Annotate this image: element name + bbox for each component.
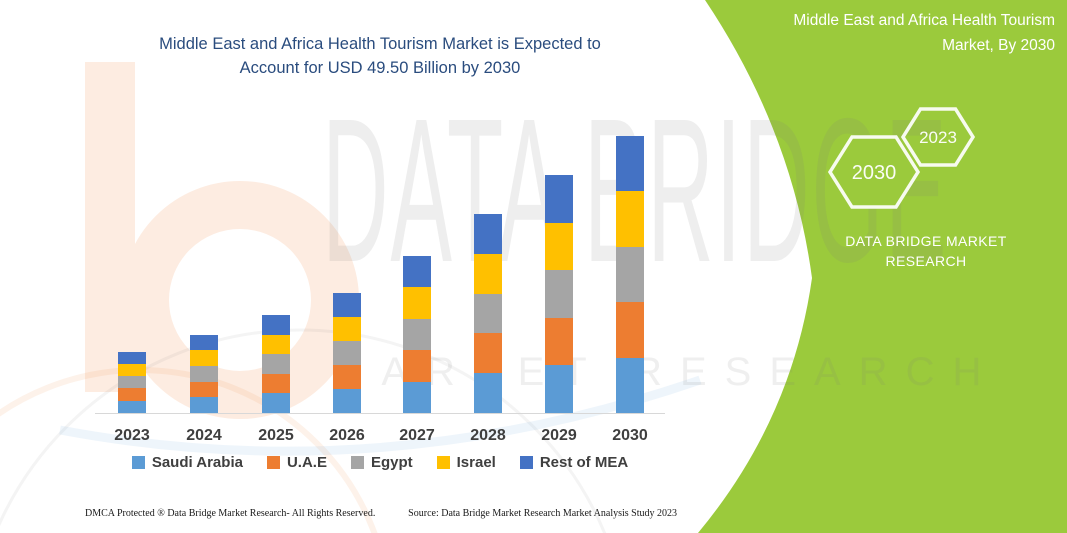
bar-segment-2026-u-a-e	[333, 364, 361, 389]
bar-segment-2028-egypt	[474, 293, 502, 334]
chart-title-line1: Middle East and Africa Health Tourism Ma…	[159, 35, 601, 53]
bar-segment-2027-u-a-e	[403, 350, 431, 382]
bar-segment-2029-rest-of-mea	[545, 175, 573, 223]
watermark-b-stem	[85, 62, 135, 392]
legend-swatch-rest-of-mea	[519, 456, 533, 469]
bar-segment-2028-saudi-arabia	[474, 373, 502, 413]
bar-segment-2023-rest-of-mea	[118, 351, 146, 364]
legend-item-saudi-arabia: Saudi Arabia	[131, 454, 243, 471]
bar-segment-2027-saudi-arabia	[403, 381, 431, 413]
bar-segment-2023-israel	[118, 363, 146, 377]
bar-segment-2028-rest-of-mea	[474, 214, 502, 254]
legend-label-rest-of-mea: Rest of MEA	[539, 454, 629, 471]
bar-2023	[118, 351, 146, 413]
x-axis-label-2030: 2030	[612, 427, 648, 444]
bar-2026	[333, 292, 361, 413]
hexagon-2023-badge	[900, 107, 976, 167]
bar-segment-2024-u-a-e	[190, 381, 218, 398]
bar-2030	[616, 136, 644, 413]
x-axis-labels: 2023 2024 2025 2026 2027 2028 2029 2030	[95, 427, 665, 449]
bar-2024	[190, 334, 218, 413]
bar-segment-2030-israel	[616, 191, 644, 247]
x-axis-label-2029: 2029	[541, 427, 577, 444]
brand-name-line1: DATA BRIDGE MARKET	[845, 233, 1007, 249]
legend-item-israel: Israel	[436, 454, 496, 471]
watermark-blue-swoosh	[59, 375, 702, 456]
legend-item-u-a-e: U.A.E	[266, 454, 327, 471]
bar-segment-2025-israel	[262, 334, 290, 355]
side-panel-heading-line2: Market, By 2030	[942, 37, 1055, 54]
bar-segment-2030-u-a-e	[616, 302, 644, 358]
bar-segment-2025-rest-of-mea	[262, 315, 290, 335]
bar-segment-2027-israel	[403, 287, 431, 319]
bar-segment-2029-saudi-arabia	[545, 365, 573, 413]
x-axis-label-2025: 2025	[258, 427, 294, 444]
bar-segment-2028-israel	[474, 253, 502, 294]
chart-title-line2: Account for USD 49.50 Billion by 2030	[239, 59, 521, 77]
bar-segment-2023-u-a-e	[118, 388, 146, 401]
chart-legend: Saudi Arabia U.A.E Egypt Israel Rest of MEA	[95, 454, 665, 471]
hexagon-2030-label: 2030	[852, 162, 897, 184]
legend-swatch-israel	[436, 456, 450, 469]
bar-segment-2023-saudi-arabia	[118, 400, 146, 413]
legend-item-egypt: Egypt	[350, 454, 413, 471]
bar-segment-2025-saudi-arabia	[262, 393, 290, 413]
bar-segment-2029-egypt	[545, 270, 573, 318]
footer-source-text: Source: Data Bridge Market Research Mark…	[408, 508, 677, 519]
legend-label-u-a-e: U.A.E	[286, 454, 327, 471]
bar-segment-2027-rest-of-mea	[403, 256, 431, 288]
legend-item-rest-of-mea: Rest of MEA	[519, 454, 629, 471]
bar-segment-2025-egypt	[262, 354, 290, 374]
legend-swatch-egypt	[350, 456, 364, 469]
bar-2029	[545, 175, 573, 413]
bar-segment-2026-israel	[333, 316, 361, 341]
brand-name-line2: RESEARCH	[885, 253, 967, 269]
x-axis-label-2028: 2028	[470, 427, 506, 444]
bar-segment-2027-egypt	[403, 318, 431, 351]
bar-segment-2029-israel	[545, 222, 573, 271]
bar-2025	[262, 315, 290, 413]
chart-title: Middle East and Africa Health Tourism Ma…	[95, 32, 665, 80]
hexagon-2023-label: 2023	[919, 128, 957, 147]
x-axis-label-2024: 2024	[186, 427, 222, 444]
footer: DMCA Protected ® Data Bridge Market Rese…	[85, 508, 677, 519]
legend-label-egypt: Egypt	[370, 454, 413, 471]
bar-segment-2029-u-a-e	[545, 317, 573, 366]
legend-swatch-saudi-arabia	[131, 456, 145, 469]
legend-swatch-u-a-e	[266, 456, 280, 469]
bar-segment-2030-egypt	[616, 246, 644, 303]
bar-chart-plot-area	[95, 120, 665, 413]
bar-segment-2024-rest-of-mea	[190, 334, 218, 351]
footer-dmca-text: DMCA Protected ® Data Bridge Market Rese…	[85, 508, 376, 519]
bar-segment-2026-rest-of-mea	[333, 292, 361, 317]
bar-segment-2024-egypt	[190, 365, 218, 382]
legend-label-saudi-arabia: Saudi Arabia	[151, 454, 243, 471]
forecast-hexagons: 2023 2030	[827, 107, 976, 209]
bar-segment-2024-israel	[190, 350, 218, 366]
bar-segment-2024-saudi-arabia	[190, 397, 218, 413]
bar-2027	[403, 256, 431, 413]
bar-segment-2025-u-a-e	[262, 373, 290, 394]
x-axis-label-2023: 2023	[114, 427, 150, 444]
side-panel-heading: Middle East and Africa Health Tourism Ma…	[695, 8, 1055, 58]
bar-2028	[474, 214, 502, 413]
bar-segment-2026-egypt	[333, 340, 361, 365]
side-panel-heading-line1: Middle East and Africa Health Tourism	[793, 12, 1055, 29]
bar-segment-2030-rest-of-mea	[616, 136, 644, 192]
bar-segment-2028-u-a-e	[474, 333, 502, 374]
bar-segment-2023-egypt	[118, 376, 146, 389]
bar-segment-2030-saudi-arabia	[616, 357, 644, 413]
x-axis-line	[95, 413, 665, 414]
brand-name: DATA BRIDGE MARKET RESEARCH	[832, 231, 1020, 271]
watermark-gray-arc	[0, 328, 607, 533]
legend-label-israel: Israel	[456, 454, 496, 471]
bar-segment-2026-saudi-arabia	[333, 388, 361, 413]
hexagon-2030-badge	[827, 135, 921, 209]
x-axis-label-2026: 2026	[329, 427, 365, 444]
side-panel-green-shape	[698, 0, 1067, 533]
x-axis-label-2027: 2027	[399, 427, 435, 444]
